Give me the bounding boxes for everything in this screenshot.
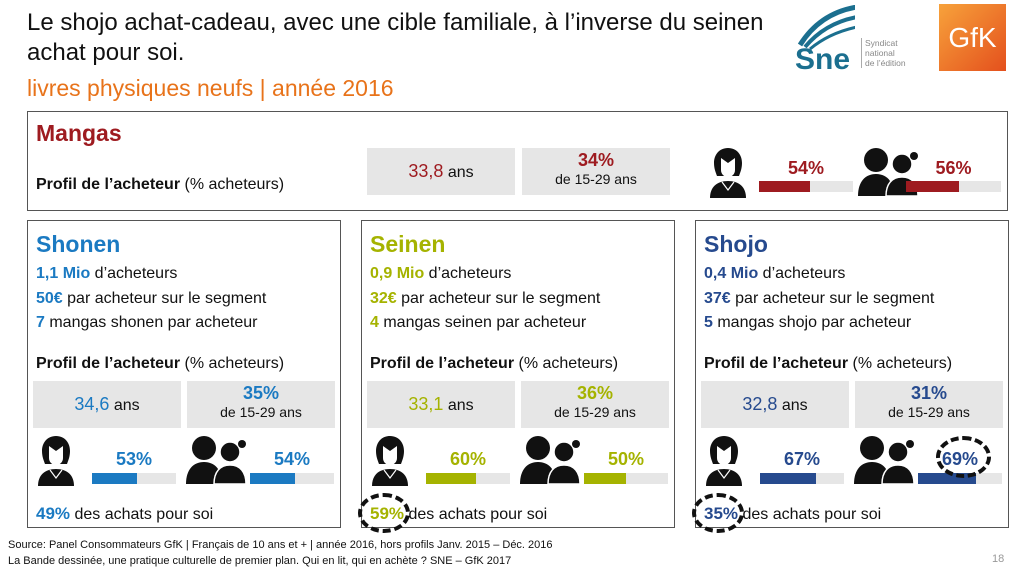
- parent-child-icon: [854, 434, 916, 489]
- sne-logo: Sne Syndicat national de l’édition: [795, 4, 920, 76]
- profil-label: Profil de l’acheteur (% acheteurs): [704, 355, 953, 372]
- women-bar: [92, 473, 176, 484]
- women-bar: [759, 181, 853, 192]
- source-note: Source: Panel Consommateurs GfK | França…: [8, 539, 553, 551]
- family-pct: 50%: [607, 449, 645, 469]
- family-bar: [250, 473, 334, 484]
- woman-icon: [704, 434, 744, 491]
- women-pct: 67%: [783, 449, 821, 469]
- sne-text: de l’édition: [865, 58, 906, 68]
- panel-seinen: Seinen 0,9 Mio d’acheteurs 32€ par achet…: [358, 220, 675, 533]
- women-pct: 60%: [449, 449, 487, 469]
- woman-icon: [370, 434, 410, 491]
- highlight-circle: [936, 436, 991, 478]
- family-pct: 54%: [273, 449, 311, 469]
- mangas-title: Mangas: [36, 120, 122, 146]
- spend-line: 32€ par acheteur sur le segment: [370, 290, 601, 307]
- bar-fill: [250, 473, 296, 484]
- reference-note: La Bande dessinée, une pratique culturel…: [8, 555, 512, 567]
- highlight-circle: [358, 493, 410, 533]
- gfk-logo: GfK: [939, 4, 1006, 71]
- parent-child-icon: [186, 434, 248, 489]
- panel-shojo: Shojo 0,4 Mio d’acheteurs 37€ par achete…: [692, 220, 1009, 533]
- count-line: 7 mangas shonen par acheteur: [36, 314, 258, 331]
- spend-line: 37€ par acheteur sur le segment: [704, 290, 935, 307]
- bar-fill: [760, 473, 817, 484]
- women-pct: 53%: [115, 449, 153, 469]
- panel-shonen: Shonen 1,1 Mio d’acheteurs 50€ par achet…: [27, 220, 341, 528]
- family-bar: [906, 181, 1001, 192]
- age-box: 34,6 ans: [33, 381, 181, 428]
- sne-text: Syndicat: [865, 38, 898, 48]
- young-box: 34% de 15-29 ans: [522, 148, 670, 195]
- page-title: Le shojo achat-cadeau, avec une cible fa…: [27, 9, 764, 66]
- young-box: 35% de 15-29 ans: [187, 381, 335, 428]
- panel-title: Shojo: [704, 231, 768, 257]
- age-box: 33,8 ans: [367, 148, 515, 195]
- bar-fill: [92, 473, 137, 484]
- bar-fill: [918, 473, 976, 484]
- profil-label: Profil de l’acheteur (% acheteurs): [36, 176, 285, 193]
- women-pct: 54%: [787, 158, 825, 178]
- family-pct: 56%: [935, 158, 972, 178]
- sne-text: national: [865, 48, 895, 58]
- page-number: 18: [992, 553, 1005, 565]
- profil-label: Profil de l’acheteur (% acheteurs): [370, 355, 619, 372]
- count-line: 5 mangas shojo par acheteur: [704, 314, 912, 331]
- panel-title: Seinen: [370, 231, 446, 257]
- bar-fill: [584, 473, 626, 484]
- woman-icon: [36, 434, 76, 491]
- young-box: 31% de 15-29 ans: [855, 381, 1003, 428]
- count-line: 4 mangas seinen par acheteur: [370, 314, 587, 331]
- mangas-panel: Mangas Profil de l’acheteur (% acheteurs…: [27, 111, 1008, 211]
- family-bar: [584, 473, 668, 484]
- page-subtitle: livres physiques neufs | année 2016: [27, 75, 394, 101]
- bar-fill: [906, 181, 960, 192]
- buyers-line: 0,9 Mio d’acheteurs: [370, 265, 512, 282]
- profil-label: Profil de l’acheteur (% acheteurs): [36, 355, 285, 372]
- women-bar: [426, 473, 510, 484]
- spend-line: 50€ par acheteur sur le segment: [36, 290, 267, 307]
- women-bar: [760, 473, 844, 484]
- young-box: 36% de 15-29 ans: [521, 381, 669, 428]
- age-box: 33,1 ans: [367, 381, 515, 428]
- bar-fill: [759, 181, 810, 192]
- buyers-line: 0,4 Mio d’acheteurs: [704, 265, 846, 282]
- family-bar: [918, 473, 1002, 484]
- age-box: 32,8 ans: [701, 381, 849, 428]
- panel-title: Shonen: [36, 231, 121, 257]
- buyers-line: 1,1 Mio d’acheteurs: [36, 265, 178, 282]
- svg-text:Sne: Sne: [795, 43, 850, 70]
- woman-icon: [708, 146, 748, 203]
- parent-child-icon: [520, 434, 582, 489]
- self-purchase-line: 49% des achats pour soi: [36, 504, 214, 523]
- highlight-circle: [692, 493, 744, 533]
- bar-fill: [426, 473, 477, 484]
